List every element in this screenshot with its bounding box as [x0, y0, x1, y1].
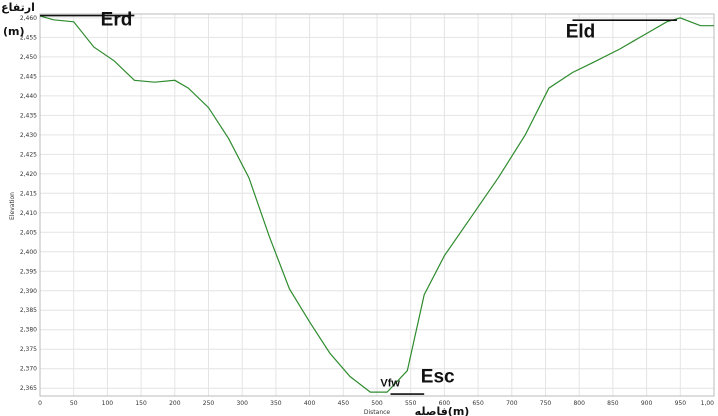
y-tick-label: 2,420: [20, 171, 37, 178]
annotation-esc: Esc: [421, 366, 455, 387]
x-tick-label: 200: [169, 400, 181, 407]
y-tick-label: 2,450: [20, 54, 37, 61]
annotations: Erd Eld Vfw Esc: [40, 10, 677, 395]
y-tick-label: 2,460: [20, 15, 37, 22]
x-tick-label: 250: [203, 400, 215, 407]
x-tick-label: 600: [439, 400, 451, 407]
y-tick-label: 2,435: [20, 112, 37, 119]
y-axis-unit: (m): [3, 25, 25, 38]
x-tick-label: 750: [540, 400, 552, 407]
y-tick-label: 2,370: [20, 366, 37, 373]
elevation-profile-line: [39, 15, 714, 393]
x-tick-label: 500: [371, 400, 383, 407]
x-axis-ticks: 0 50 100 150 200 250 300 350 400 450 500 550 600 650 7…: [38, 400, 714, 407]
x-tick-label: 150: [135, 400, 147, 407]
x-tick-label: 400: [304, 400, 316, 407]
y-tick-label: 2,375: [20, 346, 37, 353]
x-tick-label: 850: [607, 400, 619, 407]
y-tick-label: 2,455: [20, 34, 37, 41]
y-tick-label: 2,400: [20, 249, 37, 256]
x-tick-label: 50: [70, 400, 78, 407]
annotation-vfw: Vfw: [380, 377, 400, 389]
y-tick-label: 2,410: [20, 210, 37, 217]
x-tick-label: 0: [38, 400, 42, 407]
y-tick-label: 2,395: [20, 268, 37, 275]
y-tick-label: 2,405: [20, 229, 37, 236]
x-tick-label: 700: [506, 400, 518, 407]
x-tick-label: 350: [270, 400, 282, 407]
y-tick-label: 2,445: [20, 73, 37, 80]
x-tick-label: 950: [675, 400, 687, 407]
grid: [39, 14, 715, 396]
y-axis-title-fa: ارتفاع: [1, 1, 35, 14]
x-axis-title: Distance: [364, 409, 391, 416]
y-tick-label: 2,380: [20, 327, 37, 334]
x-tick-label: 550: [405, 400, 417, 407]
x-axis-title-fa: فاصله(m): [415, 405, 470, 416]
y-tick-label: 2,365: [20, 385, 37, 392]
y-tick-label: 2,385: [20, 307, 37, 314]
x-tick-label: 800: [573, 400, 585, 407]
annotation-eld: Eld: [566, 21, 596, 42]
y-tick-label: 2,390: [20, 288, 37, 295]
x-tick-label: 900: [641, 400, 653, 407]
y-tick-label: 2,430: [20, 132, 37, 139]
x-tick-label: 450: [338, 400, 350, 407]
x-tick-label: 1,00: [701, 400, 715, 407]
y-axis-title: Elevation: [9, 192, 16, 220]
plot-frame: [39, 13, 715, 397]
x-tick-label: 650: [472, 400, 484, 407]
y-tick-label: 2,425: [20, 151, 37, 158]
y-axis-ticks: 2,365 2,370 2,375 2,380 2,385 2,390 2,395 2,400…: [20, 15, 37, 392]
x-tick-label: 100: [102, 400, 114, 407]
y-tick-label: 2,440: [20, 93, 37, 100]
x-tick-label: 300: [236, 400, 248, 407]
y-tick-label: 2,415: [20, 190, 37, 197]
annotation-erd: Erd: [101, 10, 133, 31]
